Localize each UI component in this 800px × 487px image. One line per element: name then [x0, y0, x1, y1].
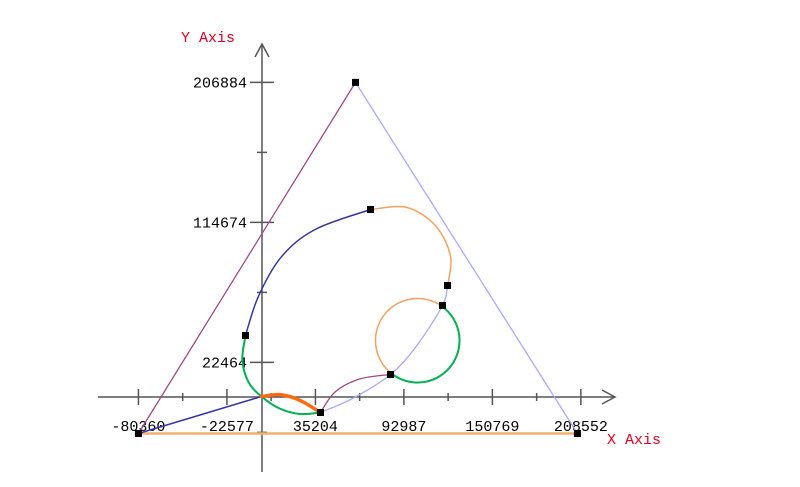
curve — [137, 81, 357, 435]
y-tick-label: 114674 — [193, 215, 247, 232]
curve — [319, 284, 449, 414]
control-point-marker[interactable] — [241, 332, 249, 340]
curve — [137, 395, 263, 435]
control-point-marker[interactable] — [317, 409, 325, 417]
x-tick-label: -22577 — [200, 419, 254, 436]
axes — [98, 42, 617, 472]
curve — [259, 392, 323, 415]
control-point-marker[interactable] — [439, 302, 447, 310]
control-point-marker[interactable] — [444, 282, 452, 290]
circle-arc — [391, 306, 461, 384]
y-axis-arrow-icon — [254, 42, 270, 58]
curve — [244, 208, 372, 337]
control-point-marker[interactable] — [573, 430, 581, 438]
control-point-marker[interactable] — [351, 78, 359, 86]
x-tick-label: 150769 — [465, 419, 519, 436]
curve — [369, 205, 452, 287]
control-point-marker[interactable] — [387, 370, 395, 378]
circle-arc — [374, 297, 443, 374]
x-tick-label: -80360 — [111, 419, 165, 436]
control-point-marker[interactable] — [134, 430, 142, 438]
x-tick-label: 208552 — [554, 419, 608, 436]
x-tick-label: 92987 — [381, 419, 426, 436]
y-tick-label: 22464 — [202, 355, 247, 372]
curve — [241, 334, 322, 416]
control-point-marker[interactable] — [367, 205, 375, 213]
curve — [319, 373, 392, 414]
x-axis-title: X Axis — [607, 432, 661, 449]
x-tick-label: 35204 — [293, 419, 338, 436]
x-axis-arrow-icon — [601, 389, 617, 405]
y-tick-label: 206884 — [193, 75, 247, 92]
y-axis-title: Y Axis — [181, 30, 235, 47]
curve — [354, 81, 579, 435]
